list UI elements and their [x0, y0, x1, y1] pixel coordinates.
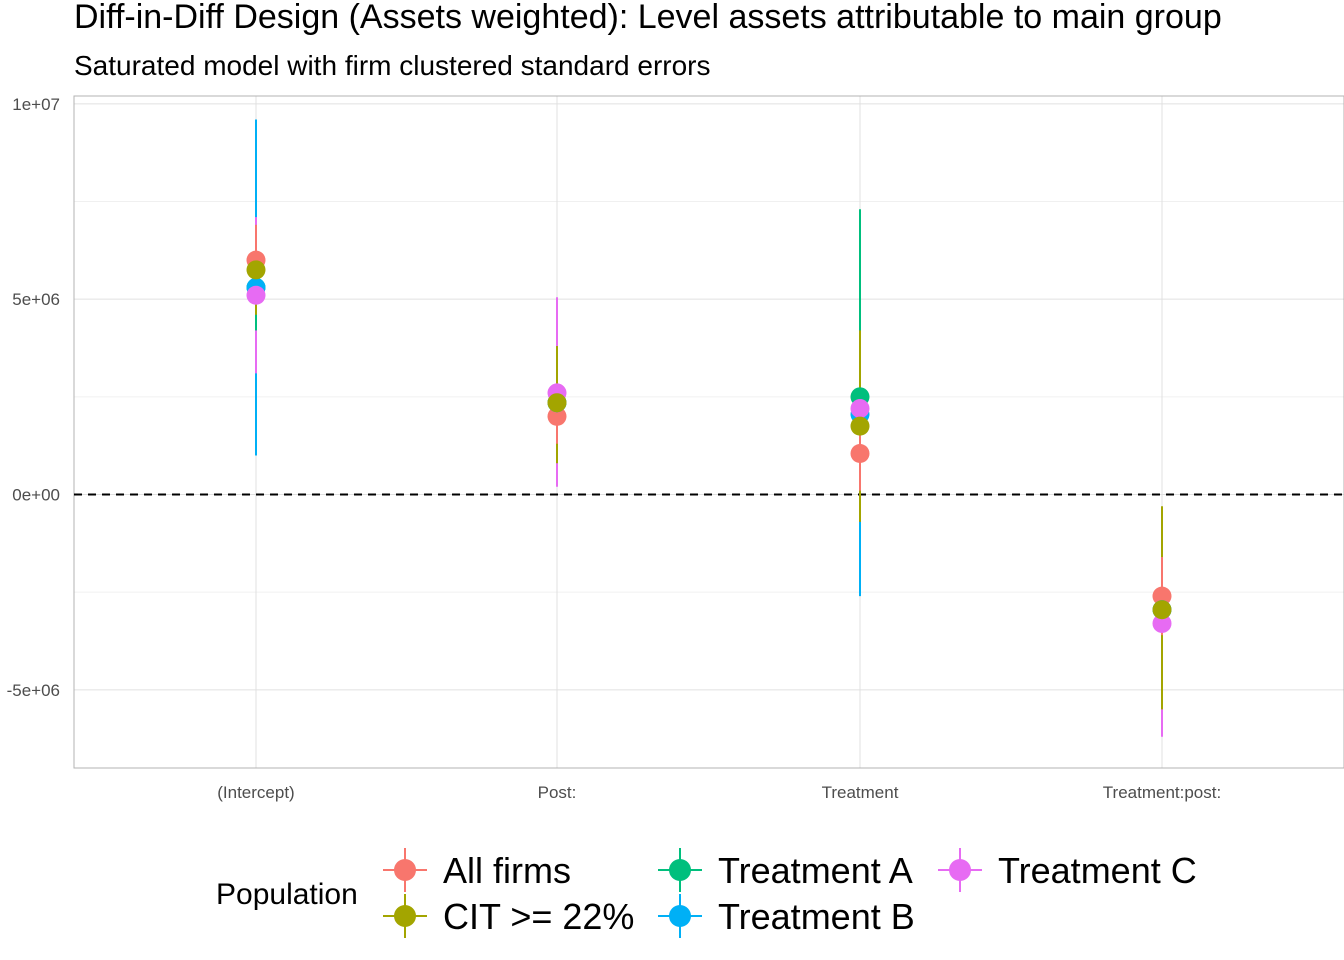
x-tick-label: Treatment	[822, 783, 899, 802]
data-point	[1152, 586, 1172, 606]
legend-item: All firms	[383, 848, 571, 892]
legend-key-point	[669, 905, 691, 927]
chart-subtitle: Saturated model with firm clustered stan…	[74, 50, 711, 81]
plot-panel: 1e+07 5e+06 0e+00 -5e+06 (Intercept) Post: Tre…	[7, 95, 1344, 802]
legend-item: CIT >= 22%	[383, 894, 634, 938]
legend-label: All firms	[443, 850, 571, 891]
panel-border	[73, 95, 1344, 769]
legend-item: Treatment C	[938, 848, 1197, 892]
data-point	[850, 416, 870, 436]
data-point	[246, 260, 266, 280]
data-point	[246, 285, 266, 305]
legend-key-point	[949, 859, 971, 881]
y-tick-label: 5e+06	[12, 290, 60, 309]
y-tick-label: -5e+06	[7, 681, 60, 700]
chart-title: Diff-in-Diff Design (Assets weighted): L…	[74, 0, 1222, 36]
legend-item: Treatment A	[658, 848, 913, 892]
data-point	[547, 393, 567, 413]
legend-label: Treatment A	[718, 850, 913, 891]
y-tick-label: 1e+07	[12, 95, 60, 114]
data-point	[850, 443, 870, 463]
legend: Population All firms CIT >= 22% Treatment …	[216, 848, 1197, 938]
x-tick-label: Treatment:post:	[1103, 783, 1221, 802]
data-point	[1152, 600, 1172, 620]
data-point	[850, 399, 870, 419]
legend-key-point	[669, 859, 691, 881]
data-point	[1152, 613, 1172, 633]
x-tick-label: (Intercept)	[217, 783, 294, 802]
y-tick-label: 0e+00	[12, 486, 60, 505]
legend-title: Population	[216, 878, 358, 911]
legend-label: CIT >= 22%	[443, 896, 634, 937]
legend-key-point	[394, 859, 416, 881]
data-point	[547, 406, 567, 426]
x-tick-label: Post:	[538, 783, 577, 802]
legend-key-point	[394, 905, 416, 927]
legend-item: Treatment B	[658, 894, 915, 938]
legend-label: Treatment C	[998, 850, 1197, 891]
legend-label: Treatment B	[718, 896, 915, 937]
